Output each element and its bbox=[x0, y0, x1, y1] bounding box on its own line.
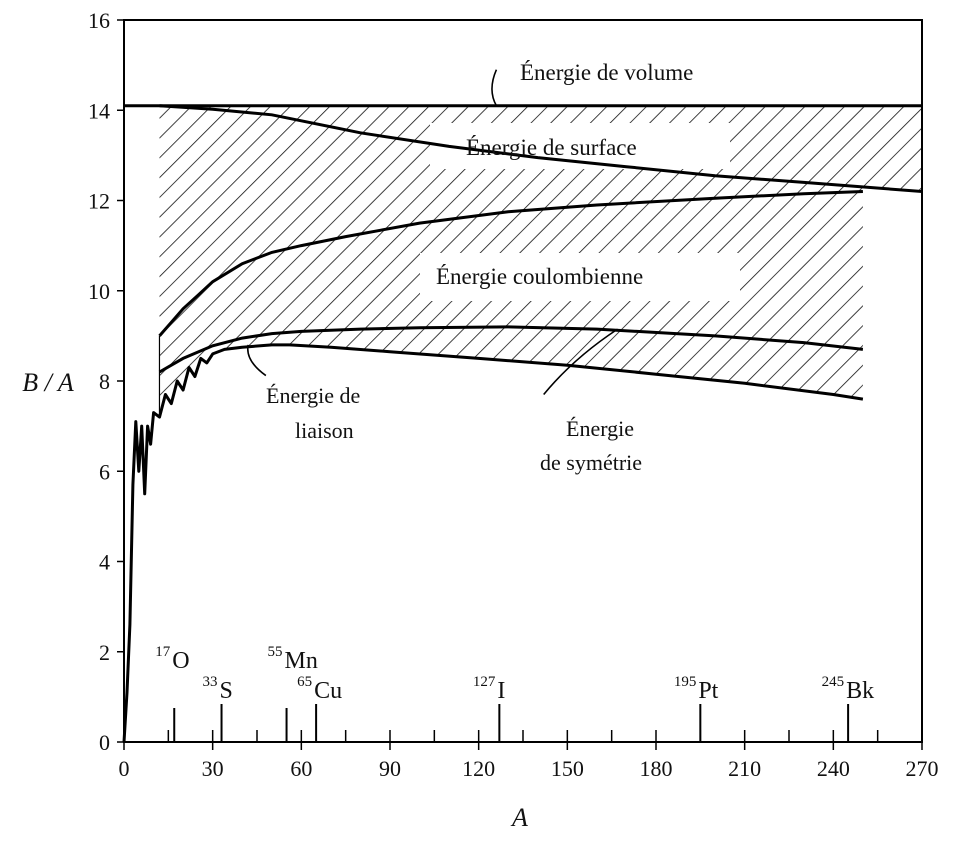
annotation-symetrie-line2: de symétrie bbox=[540, 450, 642, 475]
nuclide-mass-bk: 245 bbox=[822, 674, 845, 690]
volume-leader bbox=[491, 69, 498, 107]
binding-energy-line bbox=[122, 343, 864, 743]
y-tick-label: 2 bbox=[99, 640, 110, 665]
coulomb-energy-line bbox=[158, 190, 863, 337]
axis-ticks: 0 30 60 90 120 150 180 210 240 270 0 2 4 6 8 10 12 14 16 bbox=[88, 8, 939, 781]
annotation-surface: Énergie de surface bbox=[466, 135, 637, 160]
y-tick-label: 6 bbox=[99, 459, 110, 484]
x-tick-label: 60 bbox=[290, 756, 312, 781]
annotation-symetrie-line1: Énergie bbox=[566, 416, 634, 441]
y-axis-title: B / A bbox=[22, 368, 74, 397]
annotation-liaison-line2: liaison bbox=[295, 418, 354, 443]
symmetry-energy-line bbox=[158, 325, 864, 374]
nuclide-mass-mn: 55 bbox=[268, 644, 283, 660]
nuclide-symbol-o: O bbox=[172, 648, 189, 674]
y-tick-label: 8 bbox=[99, 369, 110, 394]
liaison-leader bbox=[246, 344, 267, 377]
nuclide-symbol-pt: Pt bbox=[698, 678, 718, 704]
coulomb-energy-region bbox=[159, 105, 863, 336]
annotation-liaison-line1: Énergie de bbox=[266, 383, 360, 408]
symmetry-energy-region bbox=[159, 326, 863, 418]
nuclide-symbol-bk: Bk bbox=[846, 678, 874, 704]
annotation-volume: Énergie de volume bbox=[520, 60, 693, 85]
y-tick-label: 16 bbox=[88, 8, 110, 33]
annotation-coulomb: Énergie coulombienne bbox=[436, 264, 643, 289]
x-tick-label: 270 bbox=[906, 756, 939, 781]
x-tick-label: 30 bbox=[202, 756, 224, 781]
y-tick-label: 0 bbox=[99, 730, 110, 755]
y-tick-label: 14 bbox=[88, 98, 110, 123]
nuclide-symbol-s: S bbox=[220, 678, 233, 704]
y-tick-label: 4 bbox=[99, 550, 110, 575]
x-tick-label: 240 bbox=[817, 756, 850, 781]
nuclide-mass-s: 33 bbox=[203, 674, 218, 690]
curves bbox=[122, 69, 923, 743]
nuclide-mass-cu: 65 bbox=[297, 674, 312, 690]
nuclide-symbol-cu: Cu bbox=[314, 678, 342, 704]
x-tick-label: 210 bbox=[728, 756, 761, 781]
x-tick-label: 150 bbox=[551, 756, 584, 781]
symetrie-leader bbox=[543, 328, 619, 396]
nuclide-mass-pt: 195 bbox=[674, 674, 697, 690]
nuclide-mass-o: 17 bbox=[155, 644, 171, 660]
x-tick-label: 0 bbox=[119, 756, 130, 781]
nuclide-mass-i: 127 bbox=[473, 674, 496, 690]
x-tick-label: 90 bbox=[379, 756, 401, 781]
y-tick-label: 12 bbox=[88, 189, 110, 214]
x-tick-label: 180 bbox=[640, 756, 673, 781]
nuclide-symbol-i: I bbox=[497, 678, 505, 704]
nuclide-symbol-mn: Mn bbox=[285, 648, 318, 674]
y-tick-label: 10 bbox=[88, 279, 110, 304]
coulomb-label-background bbox=[420, 253, 740, 301]
x-tick-label: 120 bbox=[462, 756, 495, 781]
x-axis-title: A bbox=[510, 803, 528, 832]
surface-energy-line bbox=[159, 104, 923, 193]
